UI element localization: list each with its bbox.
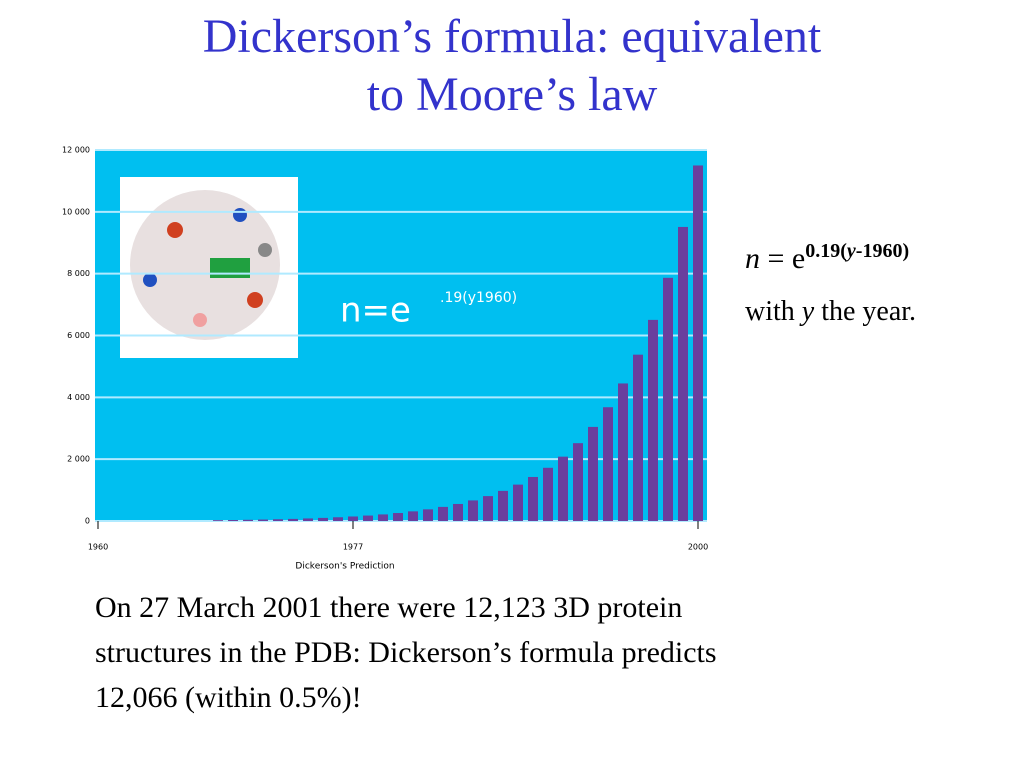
bar: [528, 476, 538, 521]
y-tick-label: 6 000: [67, 331, 90, 340]
bar: [303, 518, 313, 521]
bar: [333, 517, 343, 521]
slide-title: Dickerson’s formula: equivalent to Moore…: [0, 8, 1024, 124]
x-tick-label: 2000: [688, 543, 708, 552]
exp-part: -1960): [855, 240, 910, 262]
bar: [513, 484, 523, 521]
bar: [423, 509, 433, 521]
formula: n = e0.19(y-1960): [745, 240, 909, 276]
note-line: structures in the PDB: Dickerson’s formu…: [95, 636, 717, 669]
bar: [483, 496, 493, 521]
bar: [498, 490, 508, 521]
chart-annotation: n=e: [340, 291, 411, 331]
x-tick-label: 1960: [88, 543, 108, 552]
bar: [243, 519, 253, 521]
x-axis-label: Dickerson's Prediction: [295, 562, 394, 572]
y-tick-label: 2 000: [67, 455, 90, 464]
note-line: 12,066 (within 0.5%)!: [95, 681, 362, 714]
y-tick-label: 10 000: [62, 207, 90, 216]
chart: n=e .19(y1960) Dickerson's Prediction 0 2…: [62, 146, 708, 572]
formula-caption: with y the year.: [745, 296, 916, 328]
note: On 27 March 2001 there were 12,123 3D pr…: [95, 585, 717, 720]
bar: [543, 467, 553, 521]
bar: [558, 456, 568, 521]
caption-part: the year.: [814, 296, 917, 327]
bar: [588, 426, 598, 521]
bar: [318, 517, 328, 521]
bar: [348, 516, 358, 521]
title-line: to Moore’s law: [366, 68, 658, 121]
exp-part: 0.19(: [805, 240, 847, 262]
bar: [393, 513, 403, 521]
bar: [378, 514, 388, 521]
bar: [663, 277, 673, 521]
y-tick-label: 0: [85, 517, 90, 526]
bar: [273, 519, 283, 521]
bar: [288, 518, 298, 521]
bar: [633, 354, 643, 521]
exp-var: y: [846, 240, 856, 262]
bar: [618, 383, 628, 521]
bar: [408, 511, 418, 521]
bar: [648, 319, 658, 521]
protein-image: [120, 177, 298, 358]
note-line: On 27 March 2001 there were 12,123 3D pr…: [95, 591, 683, 624]
bar: [438, 506, 448, 521]
bar: [213, 520, 223, 521]
bar: [678, 226, 688, 521]
bar: [453, 503, 463, 521]
caption-var: y: [801, 296, 815, 327]
y-tick-label: 8 000: [67, 269, 90, 278]
x-tick-label: 1977: [343, 543, 363, 552]
bar: [573, 443, 583, 521]
y-tick-label: 12 000: [62, 146, 90, 155]
bar: [693, 165, 703, 522]
formula-exponent: 0.19(y-1960): [805, 240, 909, 262]
bar: [363, 515, 373, 521]
bar: [603, 407, 613, 521]
chart-annotation-exponent: .19(y1960): [440, 290, 517, 306]
caption-part: with: [745, 296, 802, 327]
formula-var: n: [745, 242, 760, 275]
bar: [468, 500, 478, 521]
y-tick-label: 4 000: [67, 393, 90, 402]
bar: [228, 520, 238, 521]
title-line: Dickerson’s formula: equivalent: [202, 10, 822, 63]
formula-eq: = e: [760, 242, 806, 275]
bar: [258, 519, 268, 521]
